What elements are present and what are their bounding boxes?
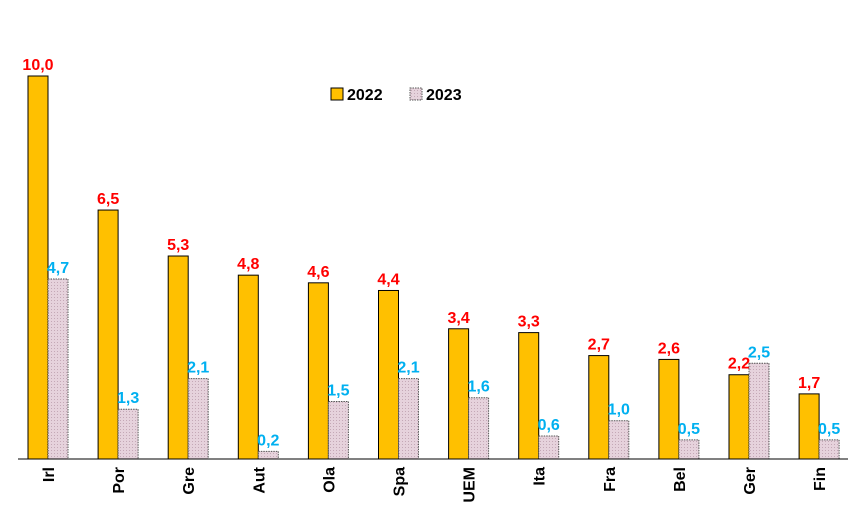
legend-swatch-2023 xyxy=(409,87,423,101)
data-label-2023-gre: 2,1 xyxy=(187,360,209,377)
bar-2022-bel xyxy=(658,358,680,460)
data-label-2023-ger: 2,5 xyxy=(748,344,770,361)
legend-swatch-2022 xyxy=(330,87,344,101)
bar-2023-bel xyxy=(678,439,700,460)
legend-label-2022: 2022 xyxy=(347,87,383,104)
data-label-2023-spa: 2,1 xyxy=(397,360,419,377)
bar-2023-uem xyxy=(468,397,490,460)
bar-2022-aut xyxy=(237,274,259,460)
bar-2022-fin xyxy=(798,393,820,460)
legend: 2022 2023 xyxy=(330,87,462,104)
data-label-2023-uem: 1,6 xyxy=(467,379,489,396)
bar-2022-por xyxy=(97,209,119,460)
data-label-2022-fra: 2,7 xyxy=(588,337,610,354)
bar-2023-irl xyxy=(47,278,69,460)
x-tick-label-ger: Ger xyxy=(742,467,759,495)
data-label-2023-aut: 0,2 xyxy=(257,432,279,449)
bar-2022-ger xyxy=(728,374,750,460)
x-tick-label-por: Por xyxy=(111,467,128,494)
bar-2022-ita xyxy=(518,332,540,460)
data-label-2023-fra: 1,0 xyxy=(608,402,630,419)
x-tick-label-spa: Spa xyxy=(392,467,409,496)
data-label-2022-uem: 3,4 xyxy=(447,310,469,327)
data-label-2022-spa: 4,4 xyxy=(377,271,399,288)
data-label-2022-por: 6,5 xyxy=(97,191,119,208)
data-label-2023-bel: 0,5 xyxy=(678,421,700,438)
data-label-2023-irl: 4,7 xyxy=(47,260,69,277)
bar-2022-fra xyxy=(588,355,610,460)
x-tick-label-irl: Irl xyxy=(41,467,58,482)
data-label-2022-fin: 1,7 xyxy=(798,375,820,392)
bar-2023-por xyxy=(117,408,139,460)
bar-2023-fin xyxy=(818,439,840,460)
data-label-2022-ita: 3,3 xyxy=(518,314,540,331)
bar-2023-fra xyxy=(608,420,630,460)
data-label-2023-ita: 0,6 xyxy=(538,417,560,434)
x-tick-label-ola: Ola xyxy=(321,467,338,493)
data-label-2022-aut: 4,8 xyxy=(237,256,259,273)
bar-2023-gre xyxy=(187,378,209,460)
data-label-2022-ger: 2,2 xyxy=(728,356,750,373)
bar-2022-spa xyxy=(378,289,399,460)
x-tick-label-bel: Bel xyxy=(672,467,689,492)
bar-2022-uem xyxy=(448,328,470,460)
data-label-2022-gre: 5,3 xyxy=(167,237,189,254)
bar-2022-gre xyxy=(167,255,189,460)
plot-area: 10,0 4,7 Irl 6,5 1,3 Por 5,3 2,1 Gre 4,8 0,2 Aut 4,6… xyxy=(22,57,840,503)
data-label-2022-irl: 10,0 xyxy=(22,57,53,74)
bar-2022-irl xyxy=(27,75,49,460)
bar-2022-ola xyxy=(307,282,329,460)
legend-label-2023: 2023 xyxy=(426,87,462,104)
bar-2023-ger xyxy=(748,362,770,460)
data-label-2023-fin: 0,5 xyxy=(818,421,840,438)
data-label-2023-ola: 1,5 xyxy=(327,383,349,400)
x-tick-label-fra: Fra xyxy=(602,467,619,492)
bar-2023-ita xyxy=(538,435,560,460)
x-tick-label-ita: Ita xyxy=(532,467,549,486)
data-label-2022-ola: 4,6 xyxy=(307,264,329,281)
x-tick-label-gre: Gre xyxy=(181,467,198,495)
x-tick-label-aut: Aut xyxy=(251,466,268,493)
data-label-2022-bel: 2,6 xyxy=(658,340,680,357)
bar-2023-aut xyxy=(257,450,279,460)
x-tick-label-uem: UEM xyxy=(462,467,479,503)
data-label-2023-por: 1,3 xyxy=(117,390,139,407)
bar-2023-spa xyxy=(398,378,419,460)
x-tick-label-fin: Fin xyxy=(812,467,829,491)
bar-2023-ola xyxy=(327,401,349,460)
